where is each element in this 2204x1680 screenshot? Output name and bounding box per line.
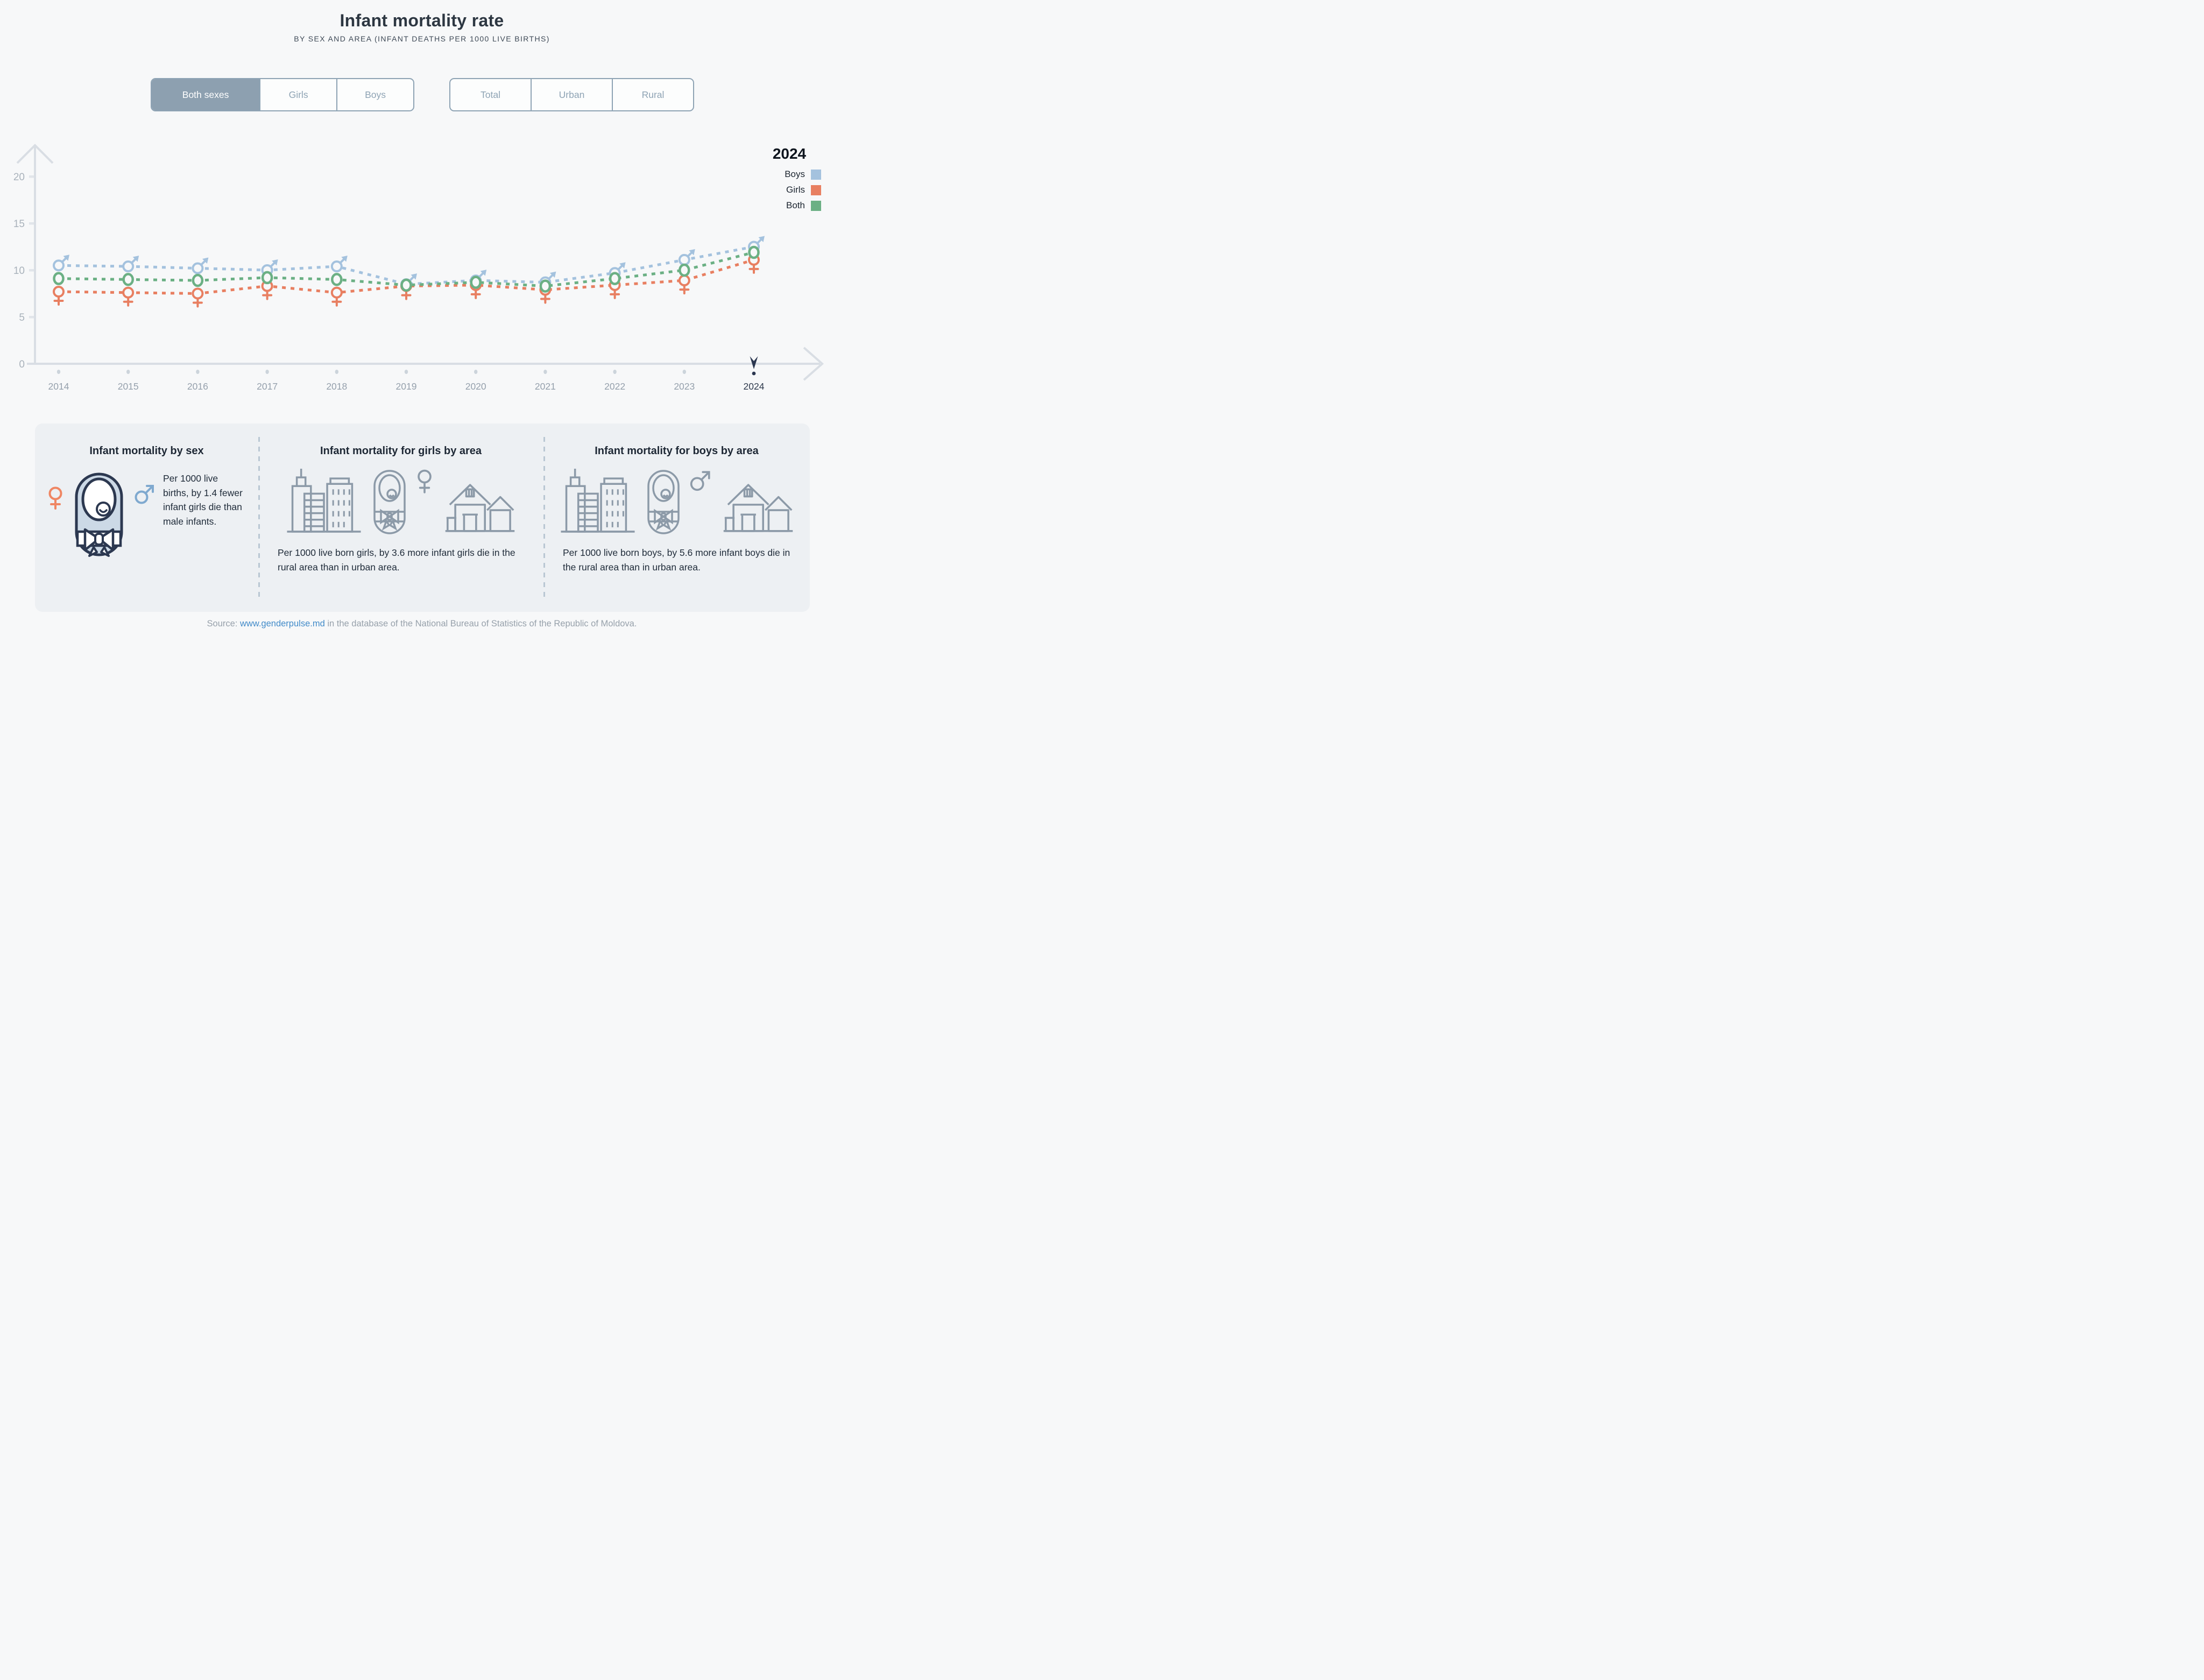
svg-text:2020: 2020 <box>465 381 486 392</box>
legend-item-boys: Boys <box>758 169 821 180</box>
female-symbol-icon <box>47 486 64 513</box>
card-text: Per 1000 live born boys, by 5.6 more inf… <box>563 547 790 573</box>
baby-icon <box>646 469 681 538</box>
male-symbol-icon <box>134 483 156 507</box>
female-symbol-icon <box>415 469 434 497</box>
source-prefix: Source: <box>207 619 240 629</box>
svg-text:2017: 2017 <box>257 381 278 392</box>
boys-color-swatch <box>811 169 821 180</box>
card-girls-by-area: Infant mortality for girls by area <box>258 423 543 612</box>
city-buildings-icon <box>284 468 364 538</box>
legend-girls-label: Girls <box>786 185 805 195</box>
svg-text:10: 10 <box>13 265 25 277</box>
svg-text:2018: 2018 <box>326 381 347 392</box>
city-buildings-icon <box>558 468 638 538</box>
svg-text:2016: 2016 <box>187 381 208 392</box>
svg-text:2022: 2022 <box>604 381 625 392</box>
svg-text:2023: 2023 <box>674 381 695 392</box>
filter-boys-button[interactable]: Boys <box>365 89 386 100</box>
chart-legend: 2024 Boys Girls Both <box>758 145 821 216</box>
legend-both-label: Both <box>786 200 805 210</box>
svg-text:2019: 2019 <box>396 381 417 392</box>
rural-houses-icon <box>442 481 518 538</box>
both-color-swatch <box>811 200 821 211</box>
svg-text:0: 0 <box>19 359 25 370</box>
filter-both-sexes-button[interactable]: Both sexes <box>152 79 261 110</box>
baby-swaddle-icon <box>72 471 126 560</box>
card-title: Infant mortality by sex <box>89 445 204 457</box>
male-symbol-icon <box>689 469 712 495</box>
source-suffix: in the database of the National Bureau o… <box>324 619 637 629</box>
dashed-divider <box>258 437 260 598</box>
rural-houses-icon <box>720 481 796 538</box>
svg-text:2021: 2021 <box>535 381 556 392</box>
legend-item-girls: Girls <box>758 185 821 195</box>
dashed-divider <box>543 437 545 598</box>
sex-filter-group: Both sexes Girls Boys <box>151 78 414 111</box>
baby-icon <box>372 469 407 538</box>
card-text: Per 1000 live births, by 1.4 fewer infan… <box>163 473 243 527</box>
filter-urban-button[interactable]: Urban <box>532 79 613 110</box>
source-line: Source: www.genderpulse.md in the databa… <box>0 619 844 629</box>
page-subtitle: BY SEX AND AREA (INFANT DEATHS PER 1000 … <box>294 34 550 43</box>
girls-color-swatch <box>811 185 821 195</box>
legend-year-label: 2024 <box>772 145 807 162</box>
legend-item-both: Both <box>758 200 821 211</box>
svg-text:2014: 2014 <box>48 381 69 392</box>
card-mortality-by-sex: Infant mortality by sex <box>35 423 258 612</box>
svg-text:20: 20 <box>13 172 25 183</box>
svg-text:5: 5 <box>19 312 25 323</box>
info-cards-panel: Infant mortality by sex <box>35 423 810 612</box>
card-boys-by-area: Infant mortality for boys by area <box>543 423 810 612</box>
filter-rural-button[interactable]: Rural <box>641 89 665 100</box>
filter-girls-button[interactable]: Girls <box>260 79 338 110</box>
card-title: Infant mortality for boys by area <box>595 445 759 457</box>
source-link[interactable]: www.genderpulse.md <box>240 619 325 629</box>
svg-text:2015: 2015 <box>118 381 139 392</box>
filter-total-button[interactable]: Total <box>450 79 532 110</box>
page-title: Infant mortality rate <box>340 11 504 30</box>
card-text: Per 1000 live born girls, by 3.6 more in… <box>278 547 515 573</box>
infographic-page: { "header": { "title": "Infant mortality… <box>0 0 844 643</box>
area-filter-group: Total Urban Rural <box>449 78 694 111</box>
svg-text:15: 15 <box>13 218 25 230</box>
card-title: Infant mortality for girls by area <box>320 445 482 457</box>
svg-text:2024: 2024 <box>744 381 765 392</box>
legend-boys-label: Boys <box>785 169 805 179</box>
